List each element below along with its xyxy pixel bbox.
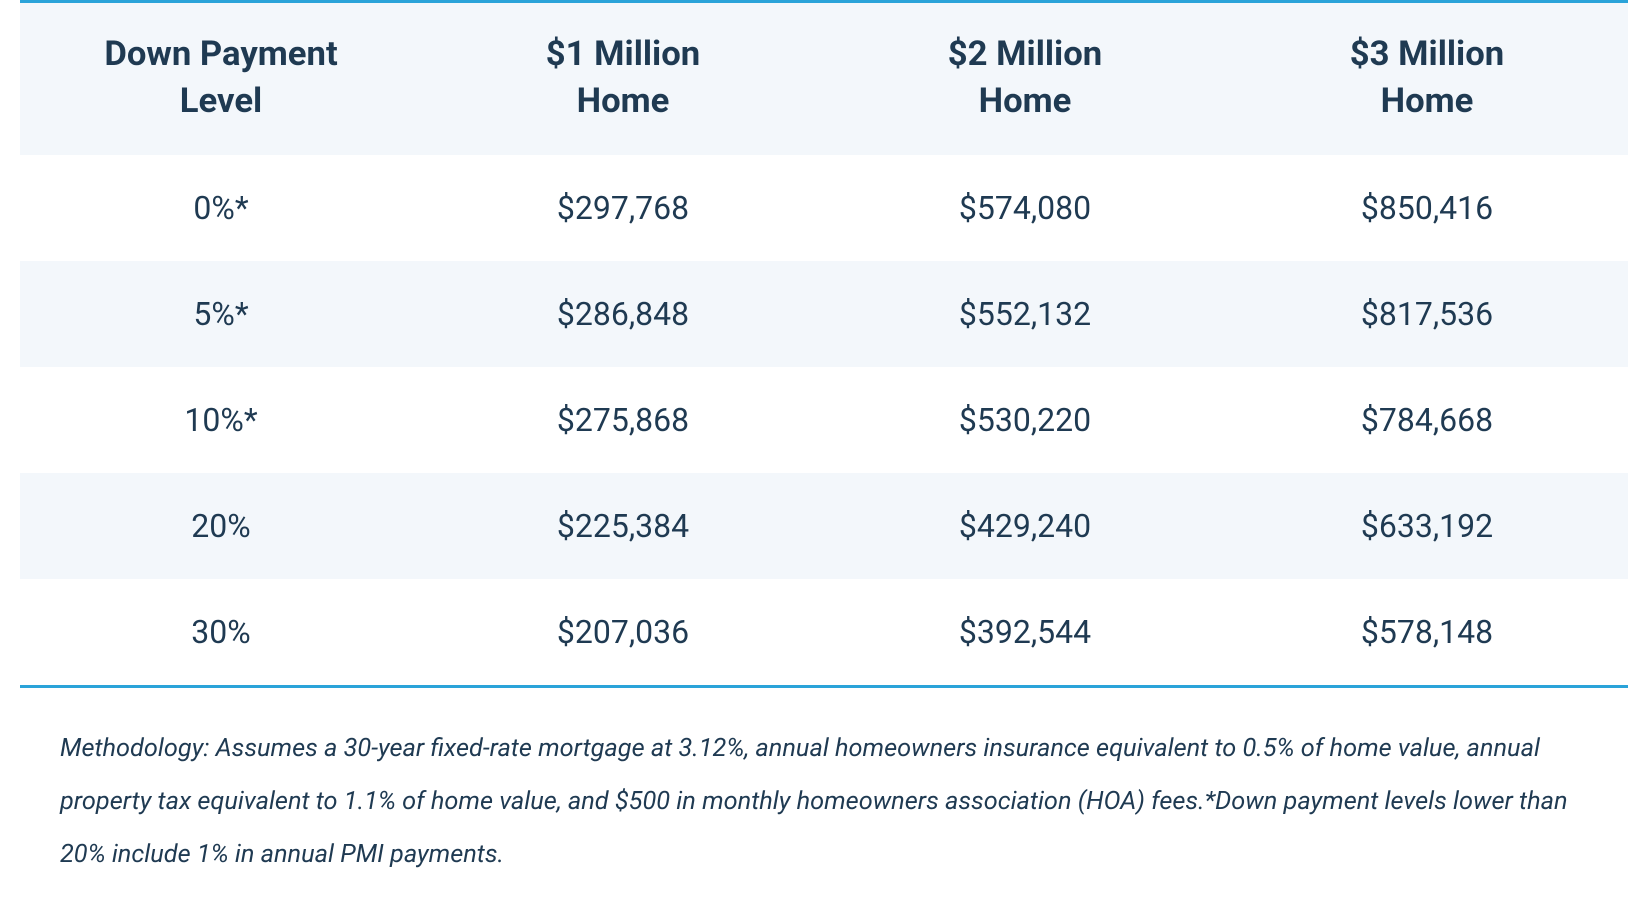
col-header-3m: $3 Million Home xyxy=(1226,2,1628,155)
cell-value: $817,536 xyxy=(1226,261,1628,367)
table-row: 20%$225,384$429,240$633,192 xyxy=(20,473,1628,579)
table-header-row: Down Payment Level $1 Million Home $2 Mi… xyxy=(20,2,1628,155)
cell-value: $286,848 xyxy=(422,261,824,367)
cell-value: $429,240 xyxy=(824,473,1226,579)
cell-down-payment: 30% xyxy=(20,579,422,687)
methodology-text: Methodology: Assumes a 30-year fixed-rat… xyxy=(60,734,1568,869)
cell-value: $275,868 xyxy=(422,367,824,473)
cell-value: $530,220 xyxy=(824,367,1226,473)
page-container: Down Payment Level $1 Million Home $2 Mi… xyxy=(0,0,1648,901)
col-header-line2: Level xyxy=(30,78,412,125)
col-header-line1: $1 Million xyxy=(432,31,814,78)
cell-down-payment: 5%* xyxy=(20,261,422,367)
table-row: 0%*$297,768$574,080$850,416 xyxy=(20,155,1628,261)
cell-value: $578,148 xyxy=(1226,579,1628,687)
cell-value: $850,416 xyxy=(1226,155,1628,261)
cell-value: $225,384 xyxy=(422,473,824,579)
col-header-line1: Down Payment xyxy=(30,31,412,78)
cell-value: $207,036 xyxy=(422,579,824,687)
table-row: 5%*$286,848$552,132$817,536 xyxy=(20,261,1628,367)
col-header-line2: Home xyxy=(834,78,1216,125)
table-body: 0%*$297,768$574,080$850,4165%*$286,848$5… xyxy=(20,155,1628,687)
cell-value: $574,080 xyxy=(824,155,1226,261)
col-header-2m: $2 Million Home xyxy=(824,2,1226,155)
col-header-1m: $1 Million Home xyxy=(422,2,824,155)
cell-value: $784,668 xyxy=(1226,367,1628,473)
cell-down-payment: 20% xyxy=(20,473,422,579)
cell-value: $633,192 xyxy=(1226,473,1628,579)
cell-down-payment: 0%* xyxy=(20,155,422,261)
cell-down-payment: 10%* xyxy=(20,367,422,473)
cell-value: $552,132 xyxy=(824,261,1226,367)
methodology-note: Methodology: Assumes a 30-year fixed-rat… xyxy=(20,688,1628,882)
col-header-line1: $3 Million xyxy=(1236,31,1618,78)
table-row: 10%*$275,868$530,220$784,668 xyxy=(20,367,1628,473)
col-header-line1: $2 Million xyxy=(834,31,1216,78)
table-row: 30%$207,036$392,544$578,148 xyxy=(20,579,1628,687)
col-header-down-payment: Down Payment Level xyxy=(20,2,422,155)
income-by-down-payment-table: Down Payment Level $1 Million Home $2 Mi… xyxy=(20,0,1628,688)
col-header-line2: Home xyxy=(432,78,814,125)
cell-value: $297,768 xyxy=(422,155,824,261)
cell-value: $392,544 xyxy=(824,579,1226,687)
table-header: Down Payment Level $1 Million Home $2 Mi… xyxy=(20,2,1628,155)
col-header-line2: Home xyxy=(1236,78,1618,125)
